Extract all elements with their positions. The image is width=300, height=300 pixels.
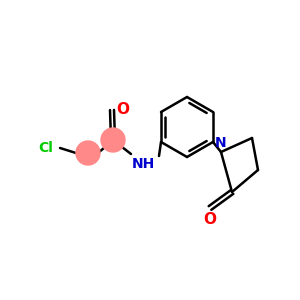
Circle shape xyxy=(76,141,100,165)
Text: Cl: Cl xyxy=(38,141,53,155)
Circle shape xyxy=(101,128,125,152)
Text: O: O xyxy=(203,212,217,227)
Text: N: N xyxy=(215,136,227,150)
Text: NH: NH xyxy=(131,157,154,171)
Text: O: O xyxy=(116,103,129,118)
